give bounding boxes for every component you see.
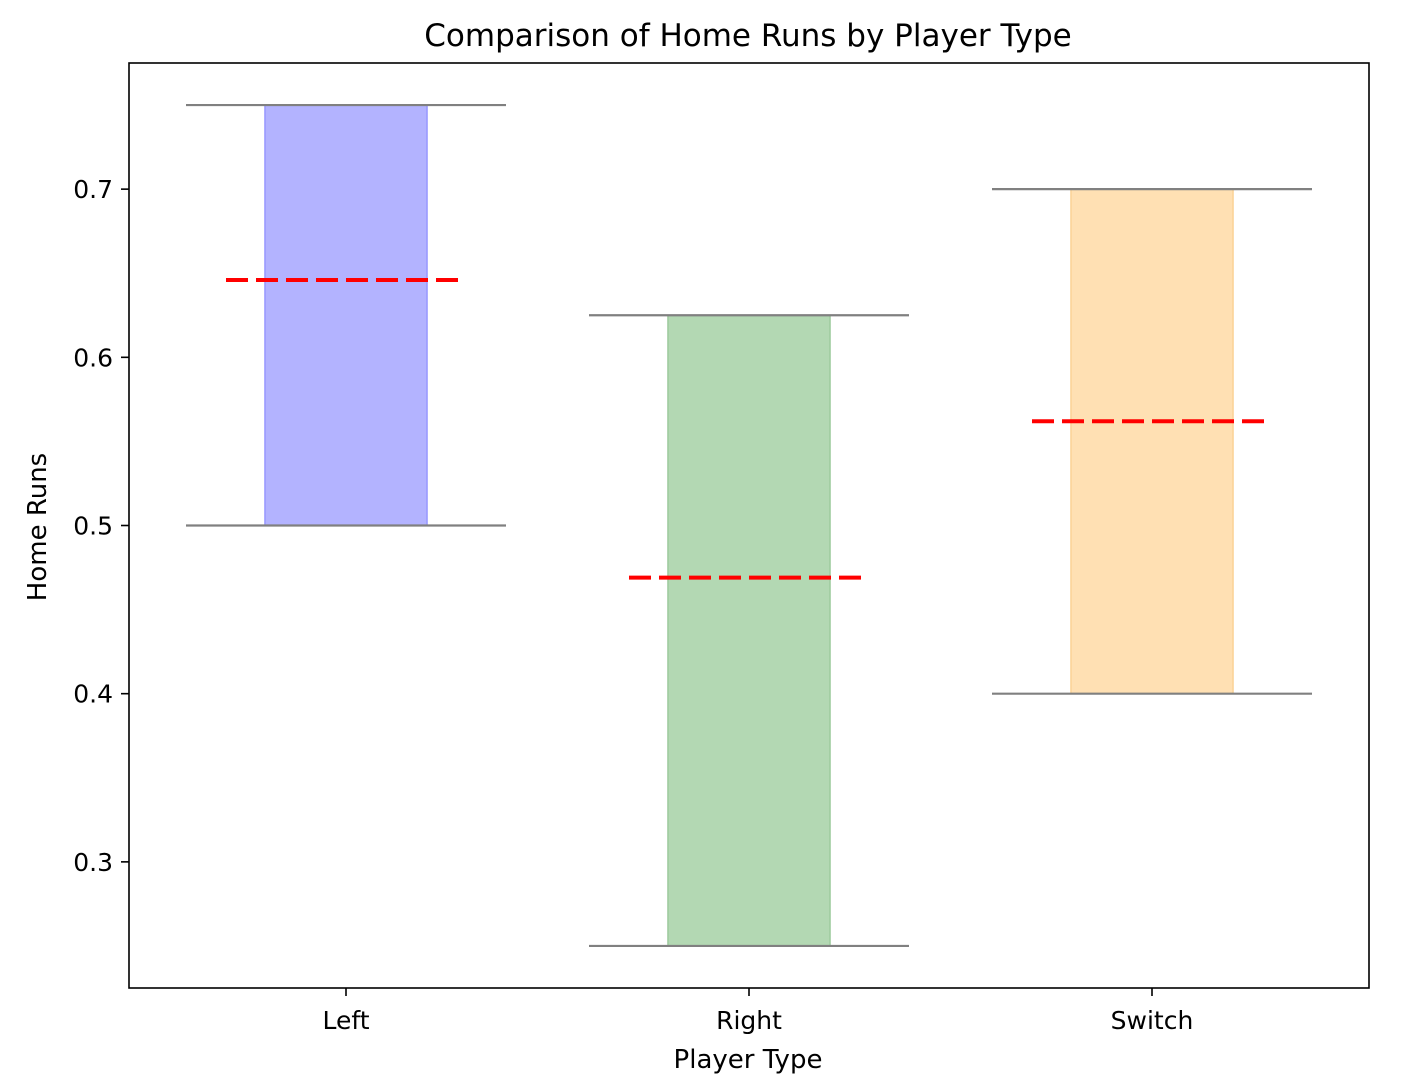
range-bar-switch xyxy=(1070,188,1234,695)
y-tick-label: 0.5 xyxy=(73,512,113,541)
range-bar-right xyxy=(667,314,831,947)
chart-title: Comparison of Home Runs by Player Type xyxy=(424,18,1071,54)
axes: Left Right Switch 0.3 0.4 0.5 0.6 0.7 xyxy=(73,175,1193,1035)
plot-area xyxy=(186,103,1312,948)
y-tick-label: 0.4 xyxy=(73,680,113,709)
y-tick-label: 0.3 xyxy=(73,848,113,877)
x-tick-label-switch: Switch xyxy=(1111,1006,1194,1035)
y-axis-label: Home Runs xyxy=(23,453,53,601)
range-bar-left xyxy=(264,104,428,527)
x-axis-label: Player Type xyxy=(674,1045,823,1075)
y-tick-label: 0.7 xyxy=(73,175,113,204)
y-tick-label: 0.6 xyxy=(73,343,113,372)
x-tick-label-left: Left xyxy=(322,1006,369,1035)
x-tick-label-right: Right xyxy=(716,1006,782,1035)
